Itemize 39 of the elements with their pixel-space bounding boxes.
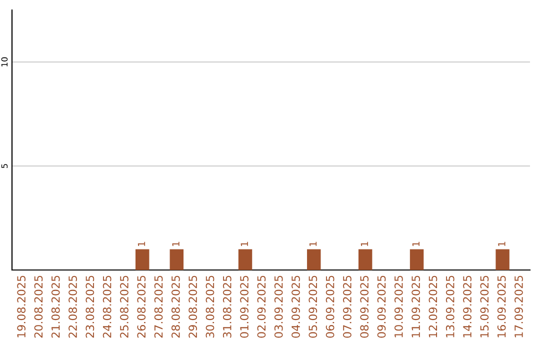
data-label: 1: [309, 242, 317, 246]
x-tick-label: 30.08.2025: [206, 276, 214, 338]
data-label: 1: [138, 242, 146, 246]
data-label: 1: [498, 242, 506, 246]
y-tick-label: 10: [1, 57, 8, 66]
data-label: 1: [360, 242, 368, 246]
data-label: 1: [172, 242, 180, 246]
x-tick-label: 16.09.2025: [497, 276, 506, 338]
x-tick-label: 11.09.2025: [412, 276, 420, 338]
x-tick-label: 03.09.2025: [274, 276, 283, 338]
data-label: 1: [240, 242, 248, 246]
x-tick-label: 07.09.2025: [343, 276, 352, 338]
x-tick-label: 21.08.2025: [51, 276, 60, 338]
x-tick-label: 15.09.2025: [480, 276, 489, 338]
x-tick-label: 25.08.2025: [120, 276, 128, 338]
y-tick-label: 5: [1, 164, 8, 168]
x-tick-label: 01.09.2025: [240, 276, 248, 338]
x-tick-label: 26.08.2025: [137, 276, 146, 338]
x-tick-label: 12.09.2025: [428, 276, 438, 338]
x-tick-label: 17.09.2025: [514, 276, 523, 338]
x-tick-label: 05.09.2025: [308, 276, 318, 338]
x-tick-label: 10.09.2025: [394, 276, 403, 338]
x-tick-label: 20.08.2025: [34, 276, 43, 338]
x-tick-label: 09.09.2025: [377, 276, 386, 338]
x-tick-label: 29.08.2025: [188, 276, 198, 338]
x-tick-label: 04.09.2025: [292, 276, 300, 338]
x-tick-label: 27.08.2025: [154, 276, 163, 338]
x-tick-label: 13.09.2025: [446, 276, 454, 338]
x-tick-label: 19.08.2025: [17, 276, 26, 338]
x-tick-label: 06.09.2025: [326, 276, 334, 338]
x-tick-label: 02.09.2025: [257, 276, 266, 338]
x-tick-label: 24.08.2025: [102, 276, 112, 338]
x-tick-label: 28.08.2025: [171, 276, 180, 338]
x-tick-label: 14.09.2025: [463, 276, 472, 338]
x-tick-label: 22.08.2025: [68, 276, 77, 338]
x-tick-label: 23.08.2025: [86, 276, 94, 338]
x-tick-label: 31.08.2025: [222, 276, 232, 338]
data-label: 1: [412, 242, 420, 246]
x-tick-label: 08.09.2025: [360, 276, 369, 338]
